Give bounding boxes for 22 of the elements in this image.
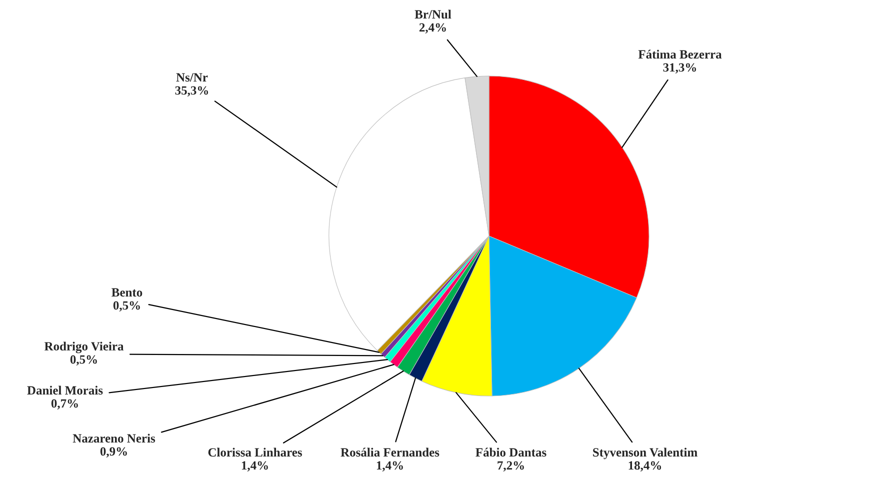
slice-label: Ns/Nr [176, 73, 208, 82]
slice-label: Clorissa Linhares [208, 448, 302, 457]
data-label: 31,3% [663, 63, 696, 74]
data-label: 0,5% [70, 355, 97, 366]
slice-label: Rosália Fernandes [340, 448, 440, 457]
slice-label: Br/Nul [414, 10, 452, 19]
slice-label: Fátima Bezerra [638, 50, 722, 59]
data-label: 0,5% [113, 301, 140, 312]
slice-label: Rodrigo Vieira [44, 342, 124, 354]
data-label: 7,2% [498, 461, 524, 472]
slice-label: Fábio Dantas [476, 448, 546, 457]
slice-label: Bento [112, 288, 142, 297]
data-label: 0,9% [100, 447, 127, 458]
slice-label: Daniel Morais [27, 386, 103, 395]
data-label: 18,4% [628, 461, 662, 472]
data-label: 0,7% [51, 399, 78, 410]
data-label: 1,4% [376, 461, 403, 472]
data-label: 2,4% [419, 23, 446, 34]
data-label: 1,4% [242, 461, 268, 472]
data-label: 35,3% [175, 86, 208, 96]
slice-label: Nazareno Neris [72, 434, 156, 443]
slice-label: Styvenson Valentim [593, 448, 698, 460]
